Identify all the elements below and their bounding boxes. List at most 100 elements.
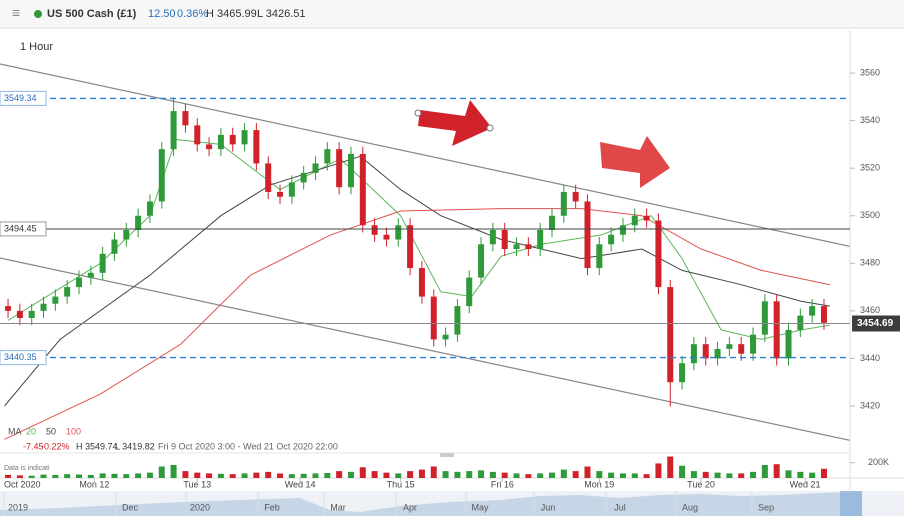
x-tick-label: Mon 19 — [584, 479, 614, 489]
candle-body — [300, 172, 307, 183]
volume-bar — [170, 464, 177, 478]
candle-body — [596, 244, 603, 269]
volume-bar — [560, 469, 567, 478]
candle-body — [206, 144, 213, 150]
range-low: L 3419.82 — [115, 441, 155, 451]
navigator-window[interactable] — [840, 491, 862, 516]
range-change: -7.45 — [23, 441, 44, 451]
candle-body — [572, 191, 579, 202]
x-tick-label: Fri 16 — [491, 479, 514, 489]
last-price-box — [852, 315, 900, 332]
volume-bar — [466, 471, 473, 478]
candle-body — [123, 230, 130, 240]
change-pct: 0.36% — [177, 8, 208, 20]
candle-body — [537, 230, 544, 250]
navigator-label: May — [471, 502, 489, 512]
volume-bar — [300, 473, 307, 478]
candle-body — [312, 163, 319, 173]
candle-body — [194, 125, 201, 145]
legend-entry: 20 — [26, 426, 36, 436]
menu-icon[interactable]: ≡ — [12, 5, 20, 21]
session-high: H 3465.99 — [206, 8, 257, 20]
instrument-name[interactable]: US 500 Cash (£1) — [47, 8, 137, 20]
level-label: 3440.35 — [4, 352, 37, 362]
interval[interactable]: 1 Hour — [20, 41, 53, 53]
y-tick-label: 3500 — [860, 210, 880, 220]
navigator-label: Jun — [541, 502, 556, 512]
volume-bar — [773, 464, 780, 478]
volume-bar — [288, 474, 295, 478]
candle-body — [631, 215, 638, 226]
volume-bar — [820, 468, 827, 478]
volume-bar — [667, 456, 674, 478]
volume-bar — [537, 473, 544, 478]
navigator-label: Jul — [614, 502, 626, 512]
volume-bar — [797, 471, 804, 478]
candle-body — [809, 306, 816, 316]
candle-body — [324, 149, 331, 164]
volume-bar — [513, 473, 520, 478]
candle-body — [702, 344, 709, 359]
arrow-handle — [414, 109, 422, 117]
candle-body — [738, 344, 745, 354]
volume-bar — [16, 475, 23, 478]
volume-bar — [265, 471, 272, 478]
volume-bar — [619, 473, 626, 478]
ma-legend-label: MA — [8, 426, 22, 436]
volume-bar — [64, 474, 71, 478]
pane-handle[interactable] — [440, 453, 454, 457]
candle-body — [288, 182, 295, 197]
volume-bar — [454, 471, 461, 478]
volume-bar — [430, 466, 437, 478]
level-label: 3549.34 — [4, 93, 37, 103]
navigator-area — [0, 492, 862, 516]
candle-body — [820, 306, 827, 323]
volume-bar — [87, 474, 94, 478]
volume-bar — [407, 471, 414, 478]
navigator-label: 2019 — [8, 502, 28, 512]
candle-body — [146, 201, 153, 216]
legend-entry: 100 — [66, 426, 81, 436]
volume-bar — [182, 471, 189, 478]
volume-bar — [631, 473, 638, 478]
navigator-label: Feb — [264, 502, 280, 512]
volume-bar — [194, 472, 201, 478]
volume-bar — [40, 474, 47, 478]
volume-bar — [5, 474, 12, 478]
navigator-label: Dec — [122, 502, 139, 512]
candle-body — [111, 239, 118, 254]
volume-bar — [359, 467, 366, 478]
candle-body — [726, 344, 733, 349]
volume-bar — [690, 471, 697, 478]
last-price-label: 3454.69 — [857, 318, 894, 329]
candle-body — [750, 334, 757, 354]
arrow-handle — [486, 124, 494, 132]
volume-bar — [572, 471, 579, 478]
level-label-box — [0, 221, 47, 237]
candle-body — [407, 225, 414, 269]
status-dot — [34, 10, 42, 18]
range-high: H 3549.74 — [76, 441, 118, 451]
candle-body — [229, 134, 236, 145]
x-tick-label: Tue 20 — [687, 479, 715, 489]
candle-body — [584, 201, 591, 269]
y-tick-label: 3420 — [860, 400, 880, 410]
volume-bar — [761, 464, 768, 478]
x-tick-label: Wed 14 — [285, 479, 316, 489]
candle-body — [525, 244, 532, 250]
volume-bar — [123, 474, 130, 478]
candle-body — [336, 149, 343, 188]
x-tick-label: Wed 21 — [790, 479, 821, 489]
candle-body — [87, 272, 94, 278]
candle-body — [64, 287, 71, 297]
volume-bar — [489, 471, 496, 478]
candle-body — [40, 303, 47, 311]
candle-body — [761, 301, 768, 335]
candle-body — [16, 310, 23, 319]
volume-bar — [726, 473, 733, 478]
candle-body — [241, 130, 248, 145]
annotation-arrow — [600, 136, 670, 188]
channel-upper — [0, 63, 850, 248]
navigator-label: Apr — [403, 502, 417, 512]
